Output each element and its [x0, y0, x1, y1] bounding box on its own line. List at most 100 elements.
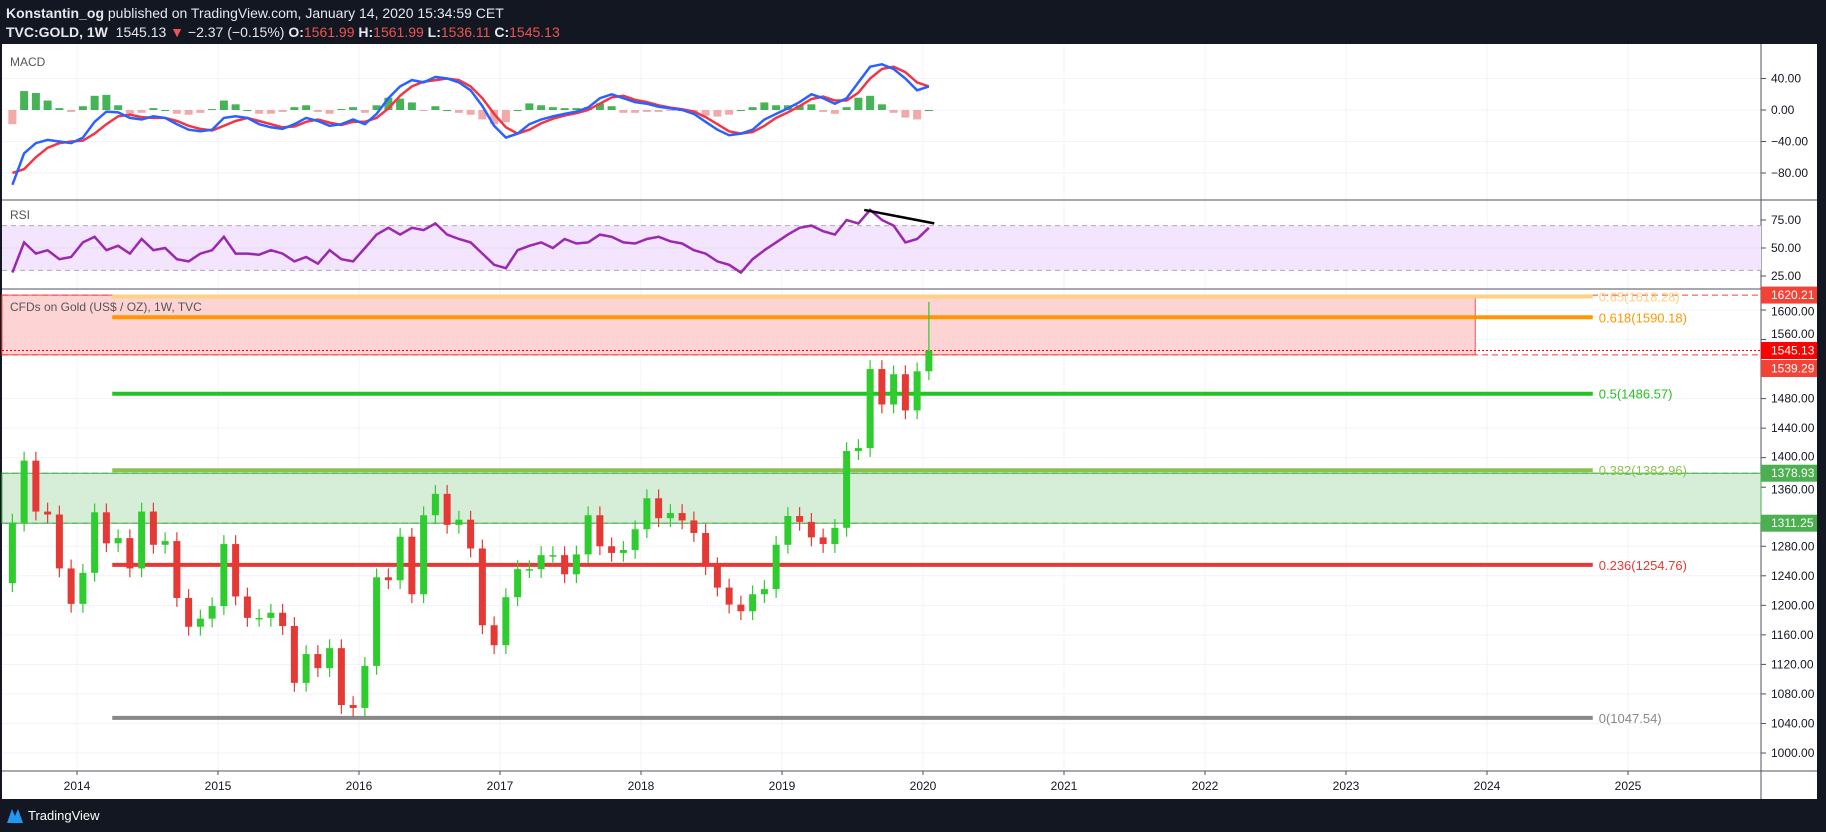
candle-body	[572, 554, 580, 575]
candle-body	[502, 597, 510, 646]
price-axis-label: 1080.00	[1771, 687, 1815, 701]
candle-body	[55, 514, 63, 569]
macd-histogram-bar	[337, 109, 346, 111]
macd-histogram-bar	[889, 110, 898, 113]
candle-body	[584, 515, 592, 555]
fib-level-label: 0.236(1254.76)	[1599, 558, 1687, 573]
zone-green	[1, 472, 1762, 524]
author-name[interactable]: Konstantin_og	[6, 5, 104, 21]
macd-histogram-bar	[431, 106, 440, 110]
macd-histogram-bar	[302, 105, 311, 110]
price-label-badge	[1761, 464, 1817, 482]
candle-body	[208, 606, 216, 619]
macd-histogram-bar	[360, 110, 369, 113]
date-axis-label: 2018	[628, 779, 655, 793]
macd-title: MACD	[10, 55, 46, 69]
candle-body	[114, 538, 122, 544]
macd-histogram-bar	[642, 110, 651, 112]
candle-body	[690, 520, 698, 533]
candle-body	[396, 536, 404, 581]
rsi-trendline	[864, 208, 935, 225]
date-axis-label: 2021	[1051, 779, 1078, 793]
macd-histogram-bar	[255, 110, 264, 114]
candle-body	[549, 555, 557, 557]
candle-body	[67, 568, 75, 604]
last-price: 1545.13	[115, 24, 167, 40]
candle-body	[220, 544, 228, 607]
date-axis-label: 2023	[1333, 779, 1360, 793]
macd-histogram-bar	[396, 98, 405, 110]
candle-body	[866, 369, 874, 449]
macd-histogram-bar	[161, 110, 170, 111]
candle-body	[854, 448, 862, 452]
candle-body	[796, 515, 804, 522]
macd-histogram-bar	[172, 110, 181, 114]
macd-histogram-bar	[419, 110, 428, 111]
macd-histogram-bar	[184, 110, 193, 115]
macd-histogram-bar	[8, 110, 17, 125]
candle-body	[467, 519, 475, 549]
fib-level-label: 0(1047.54)	[1599, 711, 1662, 726]
candle-body	[455, 519, 463, 525]
macd-histogram-bar	[736, 110, 745, 111]
price-change: −2.37 (−0.15%)	[187, 24, 285, 40]
macd-histogram-bar	[572, 108, 581, 110]
date-axis-label: 2016	[346, 779, 373, 793]
macd-signal-line	[12, 65, 930, 175]
candle-body	[267, 612, 275, 618]
macd-histogram-bar	[125, 110, 134, 114]
macd-histogram-bar	[901, 110, 910, 118]
fib-level-label: 0.65(1618.28)	[1599, 290, 1680, 305]
candle-body	[279, 612, 287, 627]
macd-histogram-bar	[313, 110, 322, 112]
date-axis-label: 2014	[64, 779, 91, 793]
macd-histogram-bar	[454, 110, 463, 113]
open-label: O:	[288, 24, 304, 40]
tradingview-logo-icon	[7, 809, 23, 823]
candle-body	[608, 546, 616, 553]
macd-histogram-bar	[219, 100, 228, 110]
candle-body	[326, 648, 334, 669]
macd-histogram-bar	[537, 105, 546, 110]
macd-line	[11, 63, 930, 186]
price-label-badge	[1761, 342, 1817, 360]
candle-body	[232, 544, 240, 597]
macd-axis-label: 40.00	[1771, 72, 1801, 86]
macd-histogram-bar	[43, 100, 52, 110]
candle-body	[44, 511, 52, 515]
candle-body	[138, 511, 146, 569]
macd-histogram-bar	[78, 106, 87, 110]
price-label-text: 1545.13	[1771, 344, 1815, 358]
macd-histogram-bar	[701, 110, 710, 116]
candle-body	[725, 587, 733, 605]
macd-histogram-bar	[842, 107, 851, 110]
price-axis-label: 1240.00	[1771, 569, 1815, 583]
macd-histogram-bar	[208, 109, 217, 111]
down-triangle-icon: ▼	[170, 24, 185, 40]
macd-histogram-bar	[20, 91, 29, 110]
macd-histogram-bar	[349, 107, 358, 110]
macd-histogram-bar	[607, 106, 616, 110]
macd-histogram-bar	[631, 110, 640, 113]
price-axis-label: 1280.00	[1771, 539, 1815, 553]
candle-body	[655, 498, 663, 519]
close-label: C:	[494, 24, 510, 40]
macd-histogram-bar	[478, 110, 487, 120]
macd-histogram-bar	[31, 92, 40, 110]
price-label-text: 1311.25	[1771, 516, 1814, 530]
candle-body	[20, 460, 28, 523]
macd-histogram-bar	[501, 110, 510, 123]
macd-histogram-bar	[407, 102, 416, 110]
symbol-name: TVC:GOLD, 1W	[6, 24, 108, 40]
macd-histogram-bar	[725, 110, 734, 115]
candle-body	[890, 374, 898, 405]
price-axis-label: 1560.00	[1771, 327, 1815, 341]
macd-histogram-bar	[924, 110, 933, 111]
candle-body	[349, 705, 357, 708]
macd-histogram-bar	[231, 104, 240, 110]
macd-histogram-bar	[266, 110, 275, 114]
date-axis-label: 2017	[487, 779, 514, 793]
candle-body	[666, 513, 674, 519]
macd-axis-label: 0.00	[1771, 103, 1795, 117]
